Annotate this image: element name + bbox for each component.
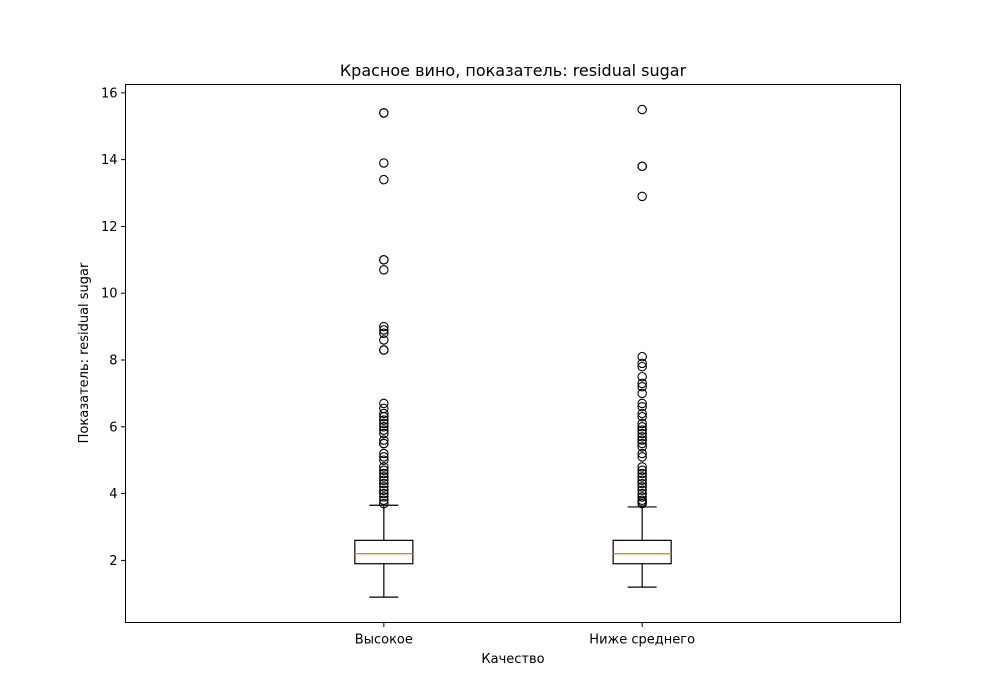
y-tick-label: 12 (101, 220, 118, 235)
outlier-point (379, 495, 389, 506)
y-tick-label: 8 (109, 354, 117, 369)
outlier-point (379, 408, 389, 419)
outlier-point (637, 358, 647, 369)
outlier-point (637, 418, 647, 429)
outlier-point (637, 475, 647, 485)
outlier-point (379, 345, 389, 355)
y-tick-label: 14 (101, 153, 118, 168)
outlier-point (379, 428, 389, 439)
outlier-point (637, 422, 647, 432)
outlier-point (379, 435, 389, 445)
outlier-point (379, 328, 389, 339)
outlier-point (379, 475, 389, 485)
outlier-point (637, 408, 647, 419)
outlier-point (637, 478, 647, 489)
outlier-point (379, 108, 389, 118)
outlier-point (637, 442, 647, 452)
y-axis-label: Показатель: residual sugar (77, 262, 92, 443)
outlier-point (379, 412, 389, 422)
outlier-point (637, 452, 647, 462)
y-tick-label: 4 (109, 487, 117, 502)
outlier-point (379, 468, 389, 479)
outlier-point (379, 498, 389, 509)
outlier-point (379, 425, 389, 435)
outlier-point (637, 432, 647, 442)
outlier-point (637, 398, 647, 409)
outlier-point (379, 448, 389, 459)
outlier-point (637, 465, 647, 475)
plot-frame (125, 84, 901, 623)
outlier-point (379, 488, 389, 499)
x-axis: Высокое Ниже среднего (355, 622, 695, 648)
outlier-point (379, 438, 389, 449)
y-tick-label: 2 (109, 554, 117, 569)
outlier-point (637, 492, 647, 502)
y-tick-label: 10 (101, 287, 118, 302)
outlier-point (379, 255, 389, 265)
outlier-point (379, 455, 389, 465)
outlier-point (379, 485, 389, 496)
outlier-point (637, 425, 647, 435)
outlier-point (637, 482, 647, 492)
outlier-point (637, 388, 647, 399)
outlier-point (379, 422, 389, 432)
y-tick-label: 6 (109, 420, 117, 435)
outlier-point (379, 158, 389, 168)
outlier-point (379, 415, 389, 425)
outlier-point (637, 351, 647, 362)
box-group (354, 108, 414, 598)
outlier-point (379, 418, 389, 429)
chart-title: Красное вино, показатель: residual sugar (340, 61, 687, 80)
outlier-point (637, 485, 647, 496)
outlier-point (379, 462, 389, 472)
outlier-point (637, 435, 647, 445)
x-axis-label: Качество (481, 652, 544, 667)
outlier-point (379, 321, 389, 332)
x-tick-label: Ниже среднего (589, 633, 695, 648)
box-group (612, 104, 672, 588)
y-tick-label: 16 (101, 86, 118, 101)
outlier-point (637, 104, 647, 115)
outlier-point (379, 482, 389, 492)
boxes-layer (354, 104, 672, 598)
outlier-point (637, 402, 647, 412)
outlier-point (379, 265, 389, 275)
outlier-point (637, 448, 647, 459)
outlier-point (637, 161, 647, 172)
outlier-point (637, 412, 647, 422)
outlier-point (379, 465, 389, 475)
iqr-box (612, 539, 672, 565)
outlier-point (637, 498, 647, 509)
outlier-point (637, 371, 647, 382)
outlier-point (379, 472, 389, 482)
outlier-point (637, 381, 647, 392)
outlier-point (379, 325, 389, 335)
outlier-point (637, 361, 647, 372)
outlier-point (637, 468, 647, 479)
outlier-point (379, 335, 389, 345)
outlier-point (637, 462, 647, 472)
outlier-point (379, 398, 389, 409)
y-axis: 2 4 6 8 10 12 14 16 (101, 86, 126, 569)
x-tick-label: Высокое (355, 633, 413, 648)
outlier-point (379, 478, 389, 489)
outlier-point (379, 174, 389, 185)
outlier-point (379, 452, 389, 462)
outlier-point (379, 492, 389, 502)
outlier-point (637, 472, 647, 482)
outlier-point (637, 428, 647, 439)
outlier-point (637, 378, 647, 389)
outlier-point (637, 438, 647, 449)
iqr-box (354, 539, 414, 565)
outlier-point (637, 191, 647, 202)
